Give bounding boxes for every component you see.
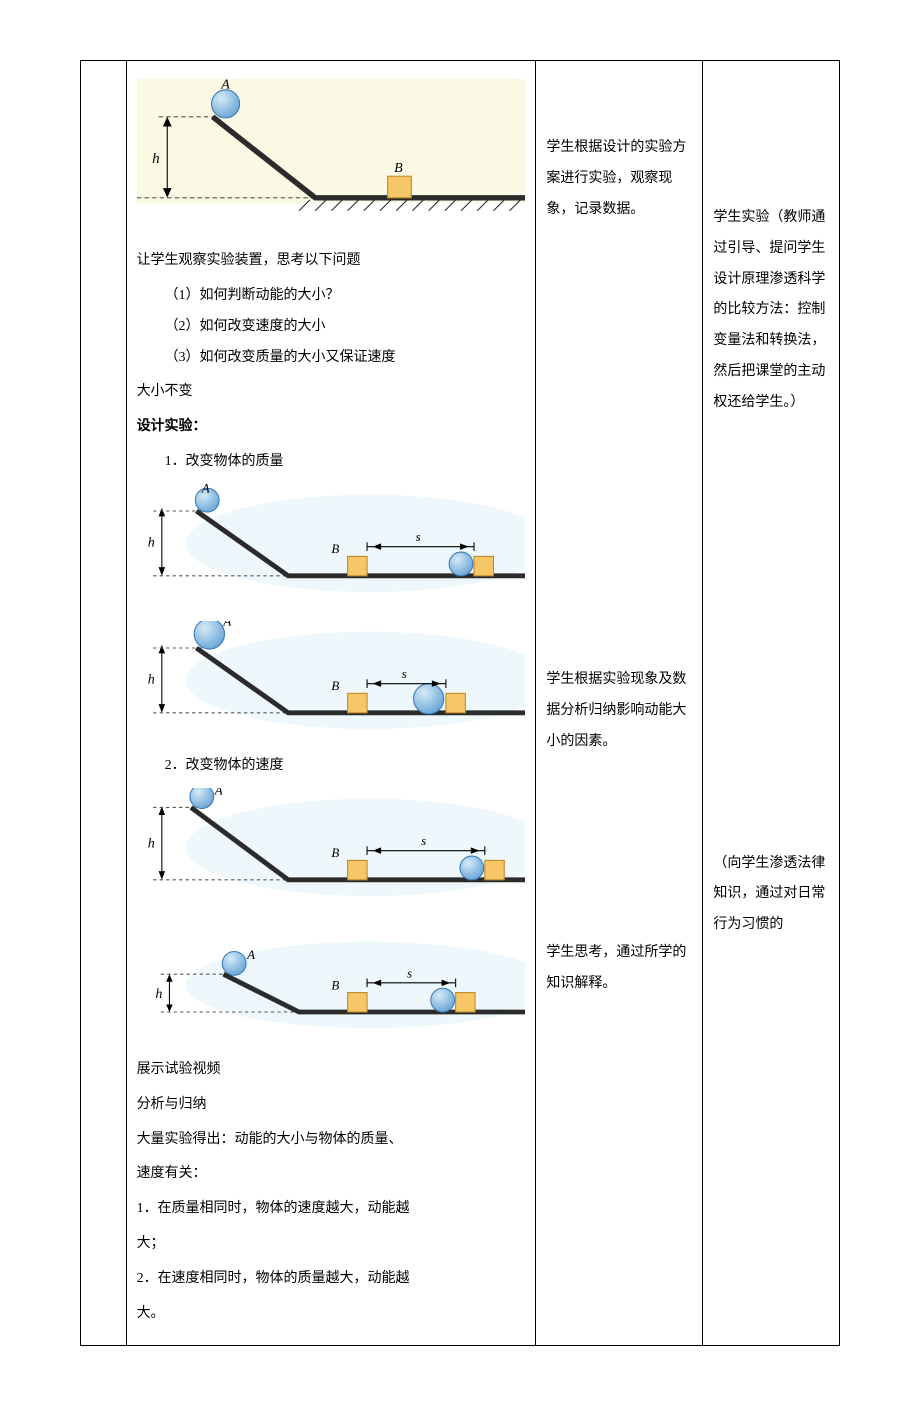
question-3: （3）如何改变质量的大小又保证速度 <box>137 343 526 374</box>
spacer <box>546 758 692 938</box>
question-2: （2）如何改变速度的大小 <box>137 312 526 343</box>
svg-text:A: A <box>246 947 255 962</box>
conclusion-2a: 2．在速度相同时，物体的质量越大，动能越 <box>137 1264 526 1295</box>
student-activity-3: 学生思考，通过所学的知识解释。 <box>546 938 692 1000</box>
svg-text:h: h <box>152 151 160 167</box>
svg-text:s: s <box>415 529 420 544</box>
figure-speed-2: h A B s <box>137 931 526 1028</box>
svg-text:B: B <box>331 845 339 860</box>
student-activity-1: 学生根据设计的实验方案进行实验，观察现象，记录数据。 <box>546 133 692 225</box>
design-item-1: 1．改变物体的质量 <box>137 447 526 478</box>
design-item-2: 2．改变物体的速度 <box>137 751 526 782</box>
cell-col2: h <box>126 61 536 1346</box>
design-experiment-header: 设计实验： <box>137 412 526 443</box>
question-3-cont: 大小不变 <box>137 377 526 408</box>
svg-text:s: s <box>401 666 406 681</box>
spacer <box>713 73 829 203</box>
table-row: h <box>81 61 840 1346</box>
svg-text:h: h <box>147 534 154 550</box>
cell-col4: 学生实验（教师通过引导、提问学生设计原理渗透科学的比较方法：控制变量法和转换法，… <box>703 61 840 1346</box>
svg-text:s: s <box>407 965 412 980</box>
student-activity-2: 学生根据实验现象及数据分析归纳影响动能大小的因素。 <box>546 665 692 757</box>
teaching-note-1: 学生实验（教师通过引导、提问学生设计原理渗透科学的比较方法：控制变量法和转换法，… <box>713 203 829 419</box>
svg-text:s: s <box>421 833 426 848</box>
cell-col3: 学生根据设计的实验方案进行实验，观察现象，记录数据。 学生根据实验现象及数据分析… <box>536 61 703 1346</box>
analysis-header: 分析与归纳 <box>137 1090 526 1121</box>
cell-col1 <box>81 61 127 1346</box>
svg-text:A': A' <box>222 621 234 628</box>
conclusion-intro-2: 速度有关： <box>137 1159 526 1190</box>
teaching-note-2: （向学生渗透法律知识，通过对日常行为习惯的 <box>713 849 829 941</box>
svg-text:h: h <box>155 986 162 1002</box>
svg-text:A: A <box>200 484 209 496</box>
svg-text:B: B <box>331 541 339 556</box>
conclusion-1b: 大； <box>137 1229 526 1260</box>
figure-mass-1: h A B s <box>137 484 526 592</box>
svg-text:A: A <box>213 788 222 797</box>
figure-apparatus-main: h <box>137 79 526 219</box>
svg-text:A: A <box>220 79 230 93</box>
question-1: （1）如何判断动能的大小？ <box>137 281 526 312</box>
spacer <box>713 419 829 849</box>
conclusion-intro-1: 大量实验得出：动能的大小与物体的质量、 <box>137 1125 526 1156</box>
show-video: 展示试验视频 <box>137 1055 526 1086</box>
spacer <box>546 225 692 665</box>
conclusion-2b: 大。 <box>137 1299 526 1330</box>
conclusion-1a: 1．在质量相同时，物体的速度越大，动能越 <box>137 1194 526 1225</box>
svg-text:h: h <box>147 671 154 687</box>
figure-mass-2: h A' B s <box>137 621 526 729</box>
svg-text:B: B <box>331 977 339 992</box>
spacer <box>546 73 692 133</box>
observe-header: 让学生观察实验装置，思考以下问题 <box>137 246 526 277</box>
figure-speed-1: h A B s <box>137 788 526 896</box>
svg-text:h: h <box>147 836 154 852</box>
lesson-plan-table: h <box>80 60 840 1346</box>
svg-text:B: B <box>331 678 339 693</box>
svg-text:B: B <box>394 160 403 176</box>
